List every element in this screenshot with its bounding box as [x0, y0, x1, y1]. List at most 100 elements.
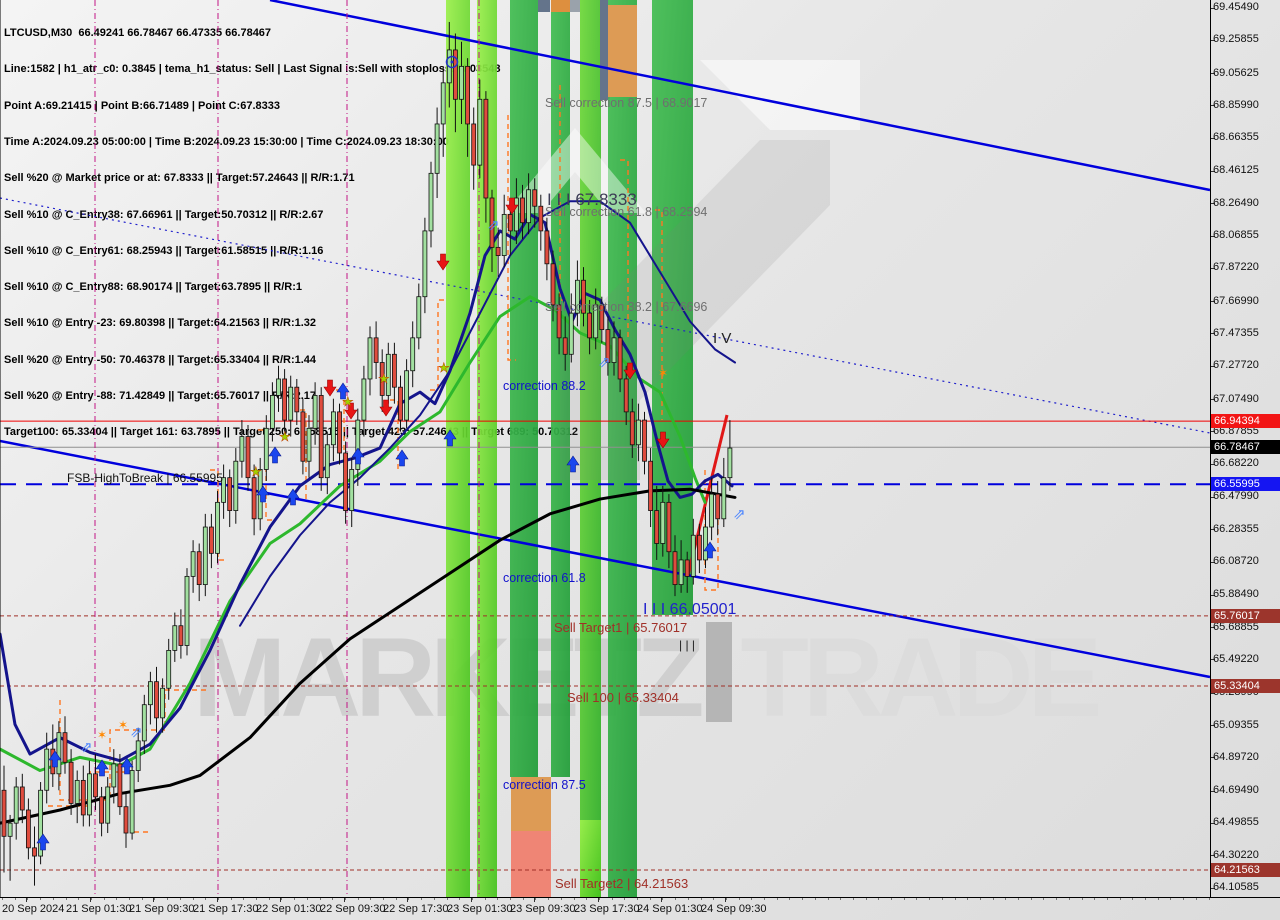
- price-axis: 69.45490 69.25855 69.05625 68.85990 68.66355…: [1210, 0, 1280, 897]
- time-minor-tick: [751, 898, 753, 900]
- watermark-bar: [706, 622, 733, 722]
- upper-channel-line[interactable]: [269, 0, 1211, 192]
- time-minor-tick: [535, 898, 537, 900]
- time-tick-mark: [725, 898, 726, 902]
- time-minor-tick: [1030, 898, 1032, 900]
- time-minor-tick: [764, 898, 765, 900]
- time-minor-tick: [598, 898, 600, 900]
- time-minor-tick: [65, 898, 67, 900]
- candle-body: [141, 704, 147, 742]
- candle-body: [215, 501, 220, 554]
- candle-body: [87, 773, 92, 816]
- buy-arrow-icon: [268, 446, 282, 464]
- price-tick-label: 69.45490: [1213, 1, 1259, 13]
- time-minor-tick: [167, 898, 169, 900]
- candle-body: [373, 337, 379, 363]
- candle-body: [434, 123, 440, 174]
- time-minor-tick: [1195, 898, 1197, 900]
- time-minor-tick: [1043, 898, 1045, 900]
- candle-body: [678, 559, 684, 586]
- time-tick-mark: [153, 898, 154, 902]
- indicator-block: [511, 777, 551, 831]
- price-tick-mark: [1211, 725, 1215, 726]
- candle-body: [391, 353, 397, 388]
- candle-body: [68, 761, 74, 804]
- price-tick-label: 65.68855: [1213, 620, 1259, 633]
- time-tick-mark: [90, 898, 91, 902]
- time-tick-mark: [26, 898, 27, 902]
- price-tick-mark: [1211, 790, 1215, 792]
- price-tick-mark: [1211, 659, 1215, 661]
- sell-entry-line-3: Sell %10 @ C_Entry61: 68.25943 || Target…: [4, 244, 324, 257]
- price-tick-label: 68.26490: [1213, 196, 1259, 209]
- candle-body: [239, 436, 245, 462]
- price-tick-mark: [1211, 301, 1215, 303]
- price-tick-label: 64.49855: [1213, 816, 1259, 829]
- price-tick-mark: [1211, 594, 1215, 596]
- buy-arrow-icon: [95, 759, 109, 777]
- time-minor-tick: [1056, 898, 1058, 900]
- price-tick-mark: [1211, 757, 1215, 759]
- breakout-arrow-icon: ⇗: [733, 506, 746, 523]
- candle-body: [416, 296, 422, 339]
- time-minor-tick: [256, 898, 257, 900]
- lower-channel-line[interactable]: [0, 439, 1211, 679]
- price-tick-label: 67.66990: [1213, 294, 1259, 307]
- sell-entry-line-6: Sell %20 @ Entry -50: 70.46378 || Target…: [4, 353, 317, 366]
- candle-body: [611, 337, 617, 363]
- candle-body: [178, 625, 184, 646]
- ma-black: [0, 487, 737, 825]
- candle-body: [654, 510, 660, 544]
- candle-body: [312, 395, 318, 429]
- candle-body: [550, 263, 556, 306]
- buy-arrow-icon: [256, 485, 270, 503]
- candle-body: [300, 411, 306, 462]
- candle-body: [251, 477, 257, 520]
- price-tick-mark: [1211, 39, 1215, 41]
- time-minor-tick: [776, 898, 778, 900]
- indicator-block: [600, 0, 608, 100]
- price-tick-mark: [1211, 399, 1215, 401]
- time-minor-tick: [878, 898, 880, 900]
- time-minor-tick: [903, 898, 905, 900]
- time-minor-tick: [395, 898, 397, 900]
- price-tick-mark: [1211, 529, 1215, 531]
- candle-body: [160, 687, 166, 719]
- time-minor-tick: [344, 898, 346, 900]
- time-minor-tick: [687, 898, 689, 900]
- time-minor-tick: [637, 898, 638, 900]
- buy-arrow-icon: [351, 447, 365, 465]
- time-minor-tick: [725, 898, 727, 900]
- breakout-arrow-icon: ⇗: [598, 354, 611, 371]
- price-tick-mark: [1211, 203, 1215, 205]
- candle-body: [93, 773, 98, 798]
- candle-body: [642, 419, 647, 462]
- time-minor-tick: [840, 898, 842, 900]
- time-minor-tick: [370, 898, 372, 900]
- price-tick-mark: [1211, 822, 1215, 824]
- price-tick-label: 68.85990: [1213, 98, 1259, 111]
- sell-arrow-icon: [344, 402, 358, 420]
- indicator-block: [538, 0, 550, 12]
- mid-dotted-line[interactable]: [0, 197, 1211, 434]
- time-tick-label: 23 Sep 09:30: [510, 903, 576, 915]
- candle-body: [38, 789, 43, 857]
- tema-green: [0, 295, 707, 773]
- candle-body: [135, 740, 141, 771]
- time-minor-tick: [103, 898, 105, 900]
- price-badge: 66.78467: [1211, 440, 1280, 455]
- price-tick-label: 68.66355: [1213, 131, 1259, 144]
- buy-arrow-icon: [36, 833, 50, 851]
- time-tick-label: 23 Sep 01:30: [447, 903, 513, 915]
- time-minor-tick: [675, 898, 677, 900]
- candle-body: [19, 786, 25, 811]
- candle-body: [666, 501, 672, 553]
- trailing-stop-segment: [258, 429, 274, 521]
- time-minor-tick: [929, 898, 931, 900]
- price-tick-mark: [1211, 137, 1215, 139]
- price-tick-label: 69.05625: [1213, 66, 1259, 79]
- indicator-block: [511, 831, 551, 897]
- candle-body: [111, 763, 117, 788]
- candle-body: [276, 378, 281, 396]
